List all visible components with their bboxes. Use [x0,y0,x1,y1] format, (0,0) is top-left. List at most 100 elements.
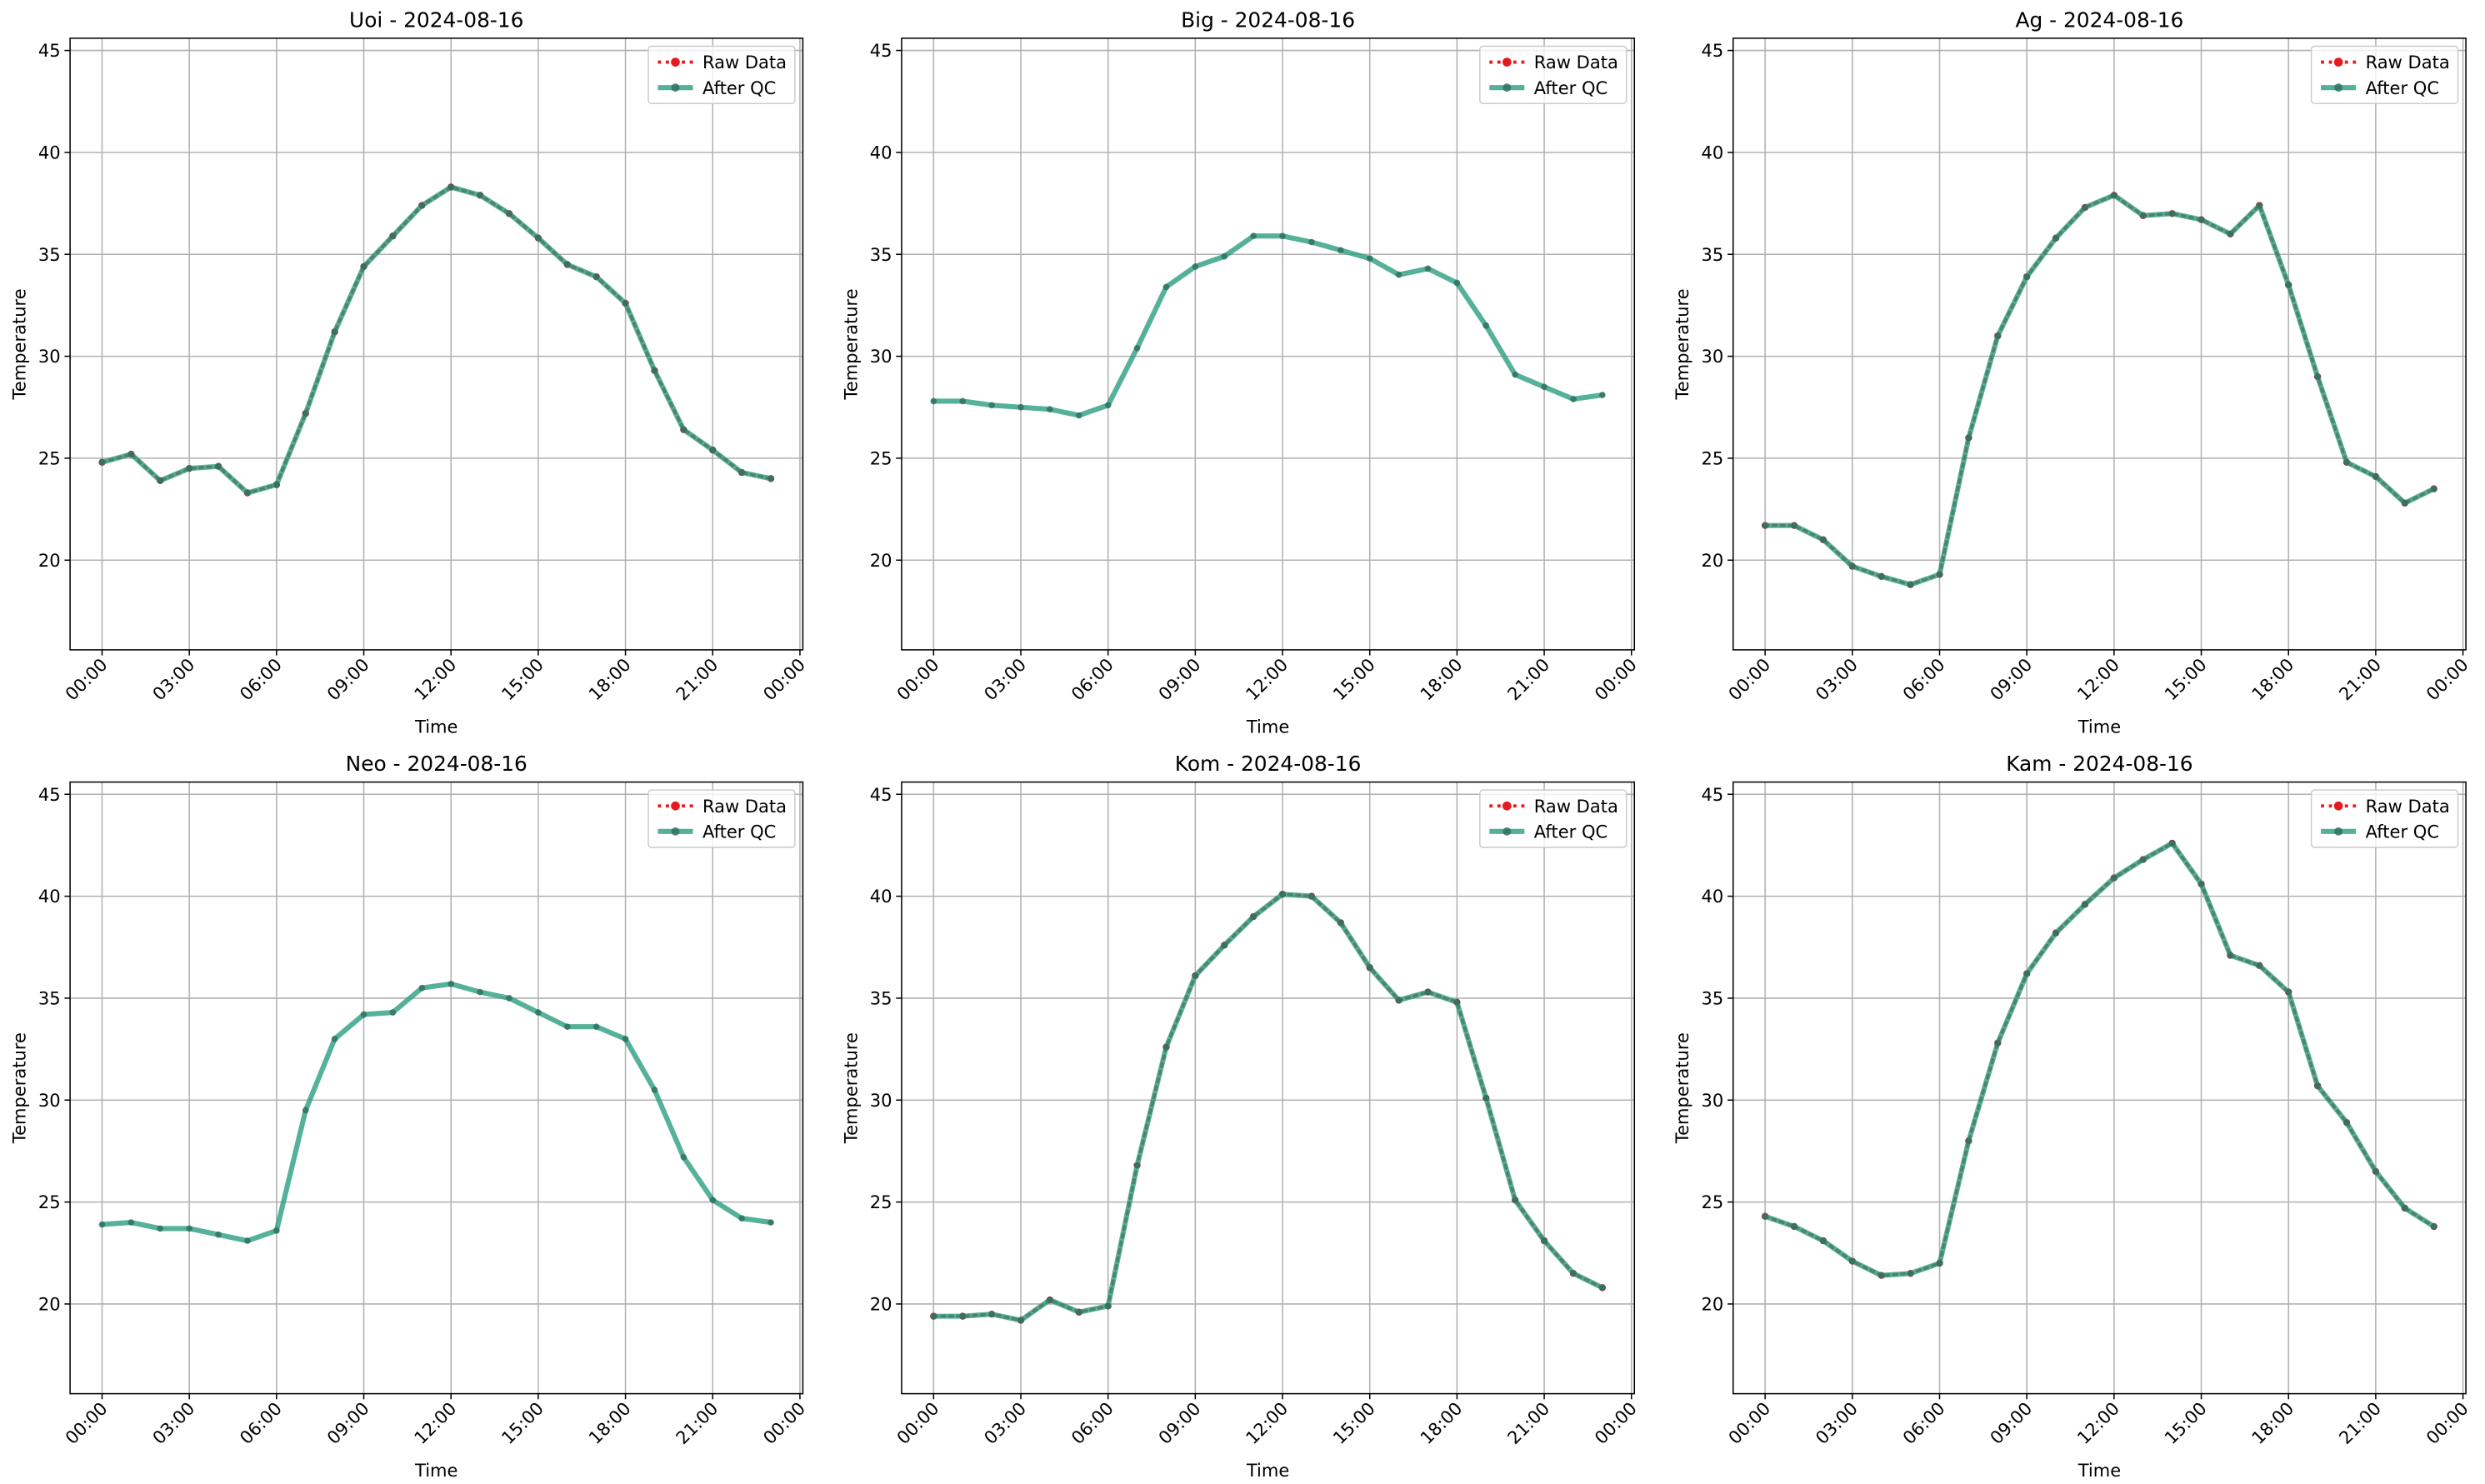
point [215,1231,222,1238]
series-line [1762,840,2437,1278]
point [622,300,629,307]
series-line [99,981,774,1244]
series-line [931,233,1605,418]
point [680,426,688,433]
y-tick-label: 25 [1702,1192,1724,1212]
subplot: Ag - 2024-08-16 20 25 30 35 40 45 00:00 03:00 06:… [1672,8,2472,737]
x-tick-label: 00:00 [1590,654,1641,705]
point [2111,192,2118,199]
point [506,210,512,217]
point [1133,1162,1141,1169]
point [1104,402,1112,409]
point [1762,522,1768,529]
point [1250,913,1257,920]
x-tick-label: 00:00 [1724,654,1775,705]
point [1820,536,1827,543]
point [709,1197,717,1203]
point [2285,282,2292,288]
point [535,1009,542,1016]
point [1907,581,1914,588]
x-tick-label: 06:00 [1067,1398,1118,1449]
point [1994,332,2002,339]
point [1878,1272,1885,1279]
x-tick-label: 18:00 [584,654,635,705]
x-tick-label: 03:00 [148,1398,199,1449]
point [1848,1257,1856,1265]
x-tick-label: 06:00 [1898,1398,1949,1449]
point [2139,212,2147,219]
point [1104,1302,1112,1310]
point [768,1219,774,1226]
x-tick-label: 00:00 [2422,654,2472,705]
axes-frame [901,781,1636,1395]
point [768,475,774,482]
x-tick-label: 21:00 [1503,654,1554,705]
y-tick-label: 25 [870,448,892,469]
point [1018,403,1024,411]
point [1047,1297,1053,1303]
x-tick-label: 12:00 [2073,1398,2124,1449]
y-tick-label: 45 [1702,40,1724,61]
x-tick-label: 09:00 [1986,654,2037,705]
point [302,1107,309,1114]
x-tick-label: 09:00 [322,1398,373,1449]
y-axis-label: Temperature [9,288,30,400]
point [331,328,338,336]
series-line [1763,193,2436,587]
subplot: Uoi - 2024-08-16 20 25 30 35 40 45 00:00 03:00 06… [9,8,810,737]
y-tick-label: 45 [870,40,892,61]
y-tick-label: 30 [38,346,61,367]
subplot-title: Kam - 2024-08-16 [2006,752,2192,776]
x-tick-label: 12:00 [410,1398,461,1449]
point [2256,202,2263,209]
x-tick-label: 00:00 [1724,1398,1775,1449]
point [506,995,512,1002]
point [1337,919,1344,927]
point [2343,1119,2350,1127]
legend-marker [1502,57,1512,67]
point [477,988,483,996]
point [157,1225,164,1232]
point [1878,573,1885,580]
y-tick-label: 45 [1702,784,1724,805]
legend-label: After QC [702,77,776,98]
x-axis-label: Time [414,1460,458,1481]
subplot-title: Big - 2024-08-16 [1181,8,1355,32]
point [2430,1223,2438,1230]
y-tick-label: 30 [870,346,892,367]
x-tick-label: 03:00 [980,654,1031,705]
point [1453,999,1461,1006]
x-tick-label: 00:00 [759,654,810,705]
point [1570,396,1577,402]
point [2227,952,2234,959]
point [680,1153,688,1161]
point [1762,1212,1768,1220]
point [1308,238,1315,246]
y-tick-label: 20 [38,1294,61,1315]
legend-label: Raw Data [1534,52,1618,72]
point [1791,1223,1798,1230]
point [2314,373,2321,380]
y-tick-label: 30 [1702,346,1724,367]
point [448,980,455,987]
legend-marker [2334,83,2343,92]
y-tick-label: 40 [1702,142,1724,163]
point [2372,473,2379,480]
point [477,192,483,199]
x-tick-label: 18:00 [2248,1398,2298,1449]
y-tick-label: 35 [870,244,892,265]
point [622,1036,629,1042]
x-tick-label: 15:00 [498,654,548,705]
y-tick-label: 45 [38,784,61,805]
x-tick-label: 09:00 [1986,1398,2037,1449]
point [1047,406,1053,413]
y-axis-label: Temperature [840,288,861,400]
series-line [1762,192,2437,587]
legend-label: After QC [702,821,776,842]
x-tick-label: 15:00 [1328,654,1379,705]
x-tick-label: 12:00 [2073,654,2124,705]
y-axis-label: Temperature [1672,288,1692,400]
x-tick-label: 06:00 [236,654,287,705]
x-tick-label: 15:00 [2160,1398,2211,1449]
series-line [932,892,1604,1322]
